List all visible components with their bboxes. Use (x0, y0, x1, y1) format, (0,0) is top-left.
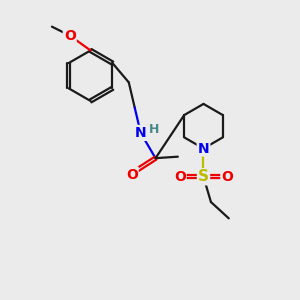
Text: O: O (174, 170, 186, 184)
Text: N: N (198, 142, 209, 155)
Text: H: H (149, 123, 159, 136)
Text: O: O (126, 167, 138, 182)
Text: O: O (221, 170, 233, 184)
Text: O: O (64, 28, 76, 43)
Text: N: N (135, 126, 146, 140)
Text: S: S (198, 169, 209, 184)
